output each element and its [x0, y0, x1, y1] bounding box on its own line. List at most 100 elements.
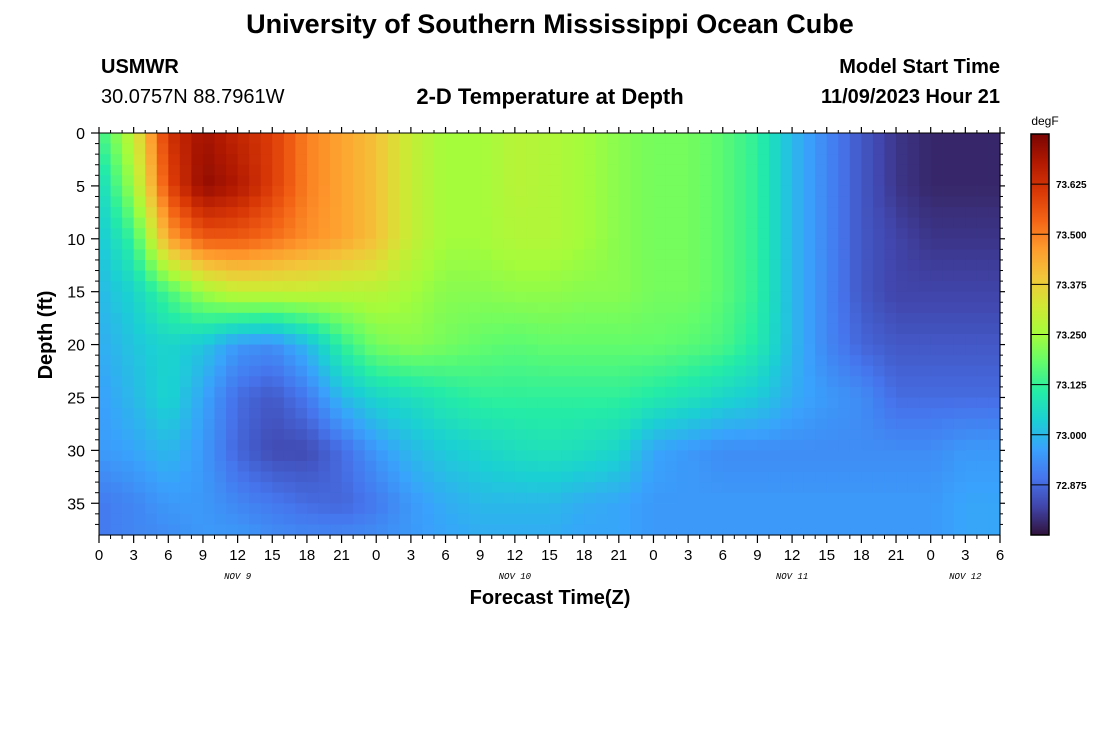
heatmap-cell — [399, 334, 412, 346]
heatmap-cell — [526, 482, 539, 494]
heatmap-cell — [306, 259, 320, 272]
heatmap-cell — [226, 344, 239, 356]
heatmap-cell — [768, 217, 782, 229]
heatmap-cell — [965, 344, 978, 356]
heatmap-cell — [191, 513, 204, 526]
heatmap-cell — [861, 355, 874, 367]
heatmap-cell — [953, 344, 966, 356]
heatmap-cell — [665, 365, 678, 377]
heatmap-cell — [514, 238, 527, 250]
heatmap-cell — [711, 291, 724, 303]
heatmap-cell — [930, 207, 943, 219]
heatmap-cell — [156, 175, 169, 187]
heatmap-cell — [734, 217, 747, 229]
heatmap-cell — [526, 270, 539, 282]
heatmap-cell — [942, 143, 955, 155]
heatmap-cell — [237, 238, 250, 250]
heatmap-cell — [965, 429, 978, 441]
heatmap-cell — [330, 217, 343, 229]
heatmap-cell — [133, 238, 146, 250]
heatmap-cell — [595, 270, 608, 282]
heatmap-cell — [607, 355, 620, 367]
heatmap-cell — [353, 249, 366, 261]
heatmap-cell — [145, 291, 158, 303]
heatmap-cell — [849, 386, 862, 399]
heatmap-cell — [942, 376, 955, 388]
heatmap-cell — [792, 323, 805, 335]
heatmap-cell — [884, 334, 897, 346]
heatmap-cell — [688, 175, 701, 187]
heatmap-cell — [503, 460, 516, 473]
heatmap-cells — [99, 133, 1001, 536]
heatmap-cell — [399, 524, 412, 536]
heatmap-cell — [457, 270, 470, 282]
heatmap-cell — [584, 143, 597, 155]
heatmap-cell — [168, 492, 181, 504]
heatmap-cell — [283, 492, 296, 504]
heatmap-cell — [537, 386, 551, 399]
heatmap-cell — [202, 408, 216, 420]
heatmap-cell — [491, 238, 504, 250]
heatmap-cell — [595, 154, 608, 166]
heatmap-cell — [595, 365, 608, 377]
heatmap-cell — [815, 376, 828, 388]
heatmap-cell — [295, 386, 308, 399]
heatmap-cell — [226, 450, 239, 462]
heatmap-cell — [214, 185, 227, 198]
heatmap-cell — [688, 185, 701, 198]
heatmap-cell — [110, 270, 123, 282]
heatmap-cell — [561, 408, 574, 420]
heatmap-cell — [433, 185, 447, 198]
heatmap-cell — [168, 312, 181, 325]
heatmap-cell — [815, 238, 828, 250]
heatmap-cell — [179, 302, 193, 314]
heatmap-cell — [214, 386, 227, 399]
heatmap-cell — [514, 471, 527, 483]
heatmap-cell — [133, 355, 146, 367]
heatmap-cell — [202, 513, 216, 526]
heatmap-cell — [457, 355, 470, 367]
heatmap-cell — [491, 344, 504, 356]
heatmap-cell — [376, 133, 389, 145]
heatmap-cell — [780, 460, 793, 473]
heatmap-cell — [826, 175, 839, 187]
heatmap-cell — [226, 228, 239, 240]
heatmap-cell — [722, 513, 735, 526]
heatmap-cell — [757, 450, 770, 462]
heatmap-cell — [699, 238, 712, 250]
heatmap-cell — [780, 334, 793, 346]
heatmap-cell — [202, 164, 216, 176]
heatmap-cell — [607, 376, 620, 388]
heatmap-cell — [976, 302, 990, 314]
heatmap-cell — [387, 291, 400, 303]
heatmap-cell — [618, 355, 631, 367]
heatmap-cell — [226, 397, 239, 409]
heatmap-cell — [364, 376, 377, 388]
heatmap-cell — [133, 503, 146, 515]
heatmap-cell — [491, 492, 504, 504]
heatmap-cell — [768, 492, 782, 504]
heatmap-cell — [618, 185, 631, 198]
heatmap-cell — [965, 492, 978, 504]
heatmap-cell — [618, 460, 631, 473]
heatmap-cell — [699, 175, 712, 187]
heatmap-cell — [896, 397, 909, 409]
heatmap-cell — [688, 482, 701, 494]
heatmap-cell — [907, 238, 920, 250]
heatmap-cell — [537, 281, 551, 293]
heatmap-cell — [676, 238, 689, 250]
heatmap-cell — [803, 207, 816, 219]
heatmap-cell — [122, 164, 135, 176]
heatmap-cell — [260, 334, 273, 346]
heatmap-cell — [561, 185, 574, 198]
heatmap-cell — [214, 164, 227, 176]
heatmap-cell — [965, 164, 978, 176]
heatmap-cell — [665, 228, 678, 240]
heatmap-cell — [595, 133, 608, 145]
heatmap-cell — [988, 365, 1001, 377]
heatmap-cell — [803, 471, 816, 483]
heatmap-cell — [907, 418, 920, 430]
heatmap-cell — [757, 418, 770, 430]
heatmap-cell — [330, 513, 343, 526]
heatmap-cell — [168, 408, 181, 420]
